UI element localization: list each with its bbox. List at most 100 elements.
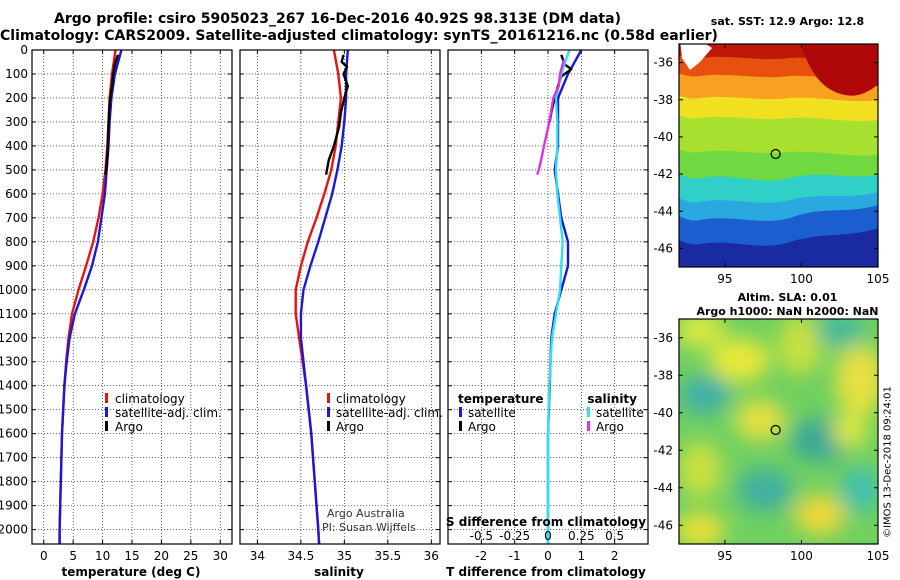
depth-tick-label: 500 xyxy=(5,163,28,177)
series-line-argo xyxy=(324,54,349,175)
legend-swatch-argo xyxy=(105,421,108,431)
sla-map-frame xyxy=(678,318,879,545)
map-y-tick-label: -38 xyxy=(653,368,673,382)
x-tick-label: 15 xyxy=(124,549,139,563)
x-tick-label: 25 xyxy=(183,549,198,563)
legend-label-s-argo: Argo xyxy=(596,420,624,434)
series-line-argo xyxy=(104,54,120,175)
legend-swatch-climatology xyxy=(327,393,330,403)
legend-swatch-satellite xyxy=(327,407,330,417)
series-line-satellite-adj-clim- xyxy=(58,50,123,544)
map-x-tick-label: 105 xyxy=(867,549,890,563)
s-diff-tick-label: -0.5 xyxy=(470,529,493,543)
depth-tick-label: 1400 xyxy=(0,379,28,393)
x-tick-label: 10 xyxy=(95,549,110,563)
s-diff-tick-label: -0.25 xyxy=(499,529,530,543)
series-line-satellite-adj-clim- xyxy=(299,50,349,544)
depth-tick-label: 800 xyxy=(5,235,28,249)
x-tick-label: 20 xyxy=(154,549,169,563)
t-difference-x-tick-labels: -2 -1 0 1 2 xyxy=(475,549,618,563)
sst-map-title: sat. SST: 12.9 Argo: 12.8 xyxy=(710,15,865,28)
credit-line1: Argo Australia xyxy=(327,507,405,520)
s-difference-xlabel: S difference from climatology xyxy=(446,515,646,529)
legend-label-argo: Argo xyxy=(336,420,364,434)
argo-position-marker xyxy=(770,148,781,160)
sst-map: 95 100 105 -36 -38 -40 -42 -44 -46 xyxy=(653,43,890,286)
depth-tick-labels: 0 100 200 300 400 500 600 700 800 900 1000 1100 1200… xyxy=(0,43,28,537)
legend-label-satellite: satellite-adj. clim. xyxy=(115,406,222,420)
legend-swatch-t-satellite xyxy=(459,407,462,417)
salinity-legend: climatology satellite-adj. clim. Argo xyxy=(327,392,443,434)
depth-tick-label: 1000 xyxy=(0,283,28,297)
map-x-tick-label: 105 xyxy=(867,272,890,286)
argo-h-title: Argo h1000: NaN h2000: NaN xyxy=(696,305,879,318)
temperature-frame xyxy=(31,49,233,545)
credit-line2: PI: Susan Wijffels xyxy=(322,521,416,534)
depth-tick-label: 1500 xyxy=(0,403,28,417)
series-line-s-satellite xyxy=(546,50,571,544)
difference-legend: temperature salinity satellite Argo sate… xyxy=(458,392,644,434)
salinity-grid xyxy=(240,49,440,544)
s-diff-tick-label: 0 xyxy=(544,529,552,543)
salinity-xlabel: salinity xyxy=(314,565,364,579)
depth-tick-label: 1700 xyxy=(0,451,28,465)
s-diff-tick-label: 0.25 xyxy=(568,529,595,543)
x-tick-label: 30 xyxy=(213,549,228,563)
depth-tick-label: 700 xyxy=(5,211,28,225)
difference-frame xyxy=(447,49,649,545)
t-difference-xlabel: T difference from climatology xyxy=(446,565,646,579)
legend-label-argo: Argo xyxy=(115,420,143,434)
s-difference-x-tick-labels: -0.5 -0.25 0 0.25 0.5 xyxy=(470,529,625,543)
legend-swatch-climatology xyxy=(105,393,108,403)
x-tick-label: 35.5 xyxy=(374,549,401,563)
depth-tick-label: 1900 xyxy=(0,499,28,513)
series-line-t-argo xyxy=(548,54,573,123)
sla-map-title: Altim. SLA: 0.01 xyxy=(737,291,838,304)
map-y-tick-label: -46 xyxy=(653,241,673,255)
salinity-series-group xyxy=(294,50,349,544)
salinity-panel: 34 34.5 35 35.5 36 salinity climatology sate… xyxy=(239,49,443,579)
legend-label-satellite: satellite-adj. clim. xyxy=(336,406,443,420)
depth-tick-label: 2000 xyxy=(0,523,28,537)
depth-tick-label: 1200 xyxy=(0,331,28,345)
temperature-legend: climatology satellite-adj. clim. Argo xyxy=(105,392,222,434)
map-y-tick-label: -40 xyxy=(653,130,673,144)
difference-grid xyxy=(448,49,648,544)
map-y-tick-label: -44 xyxy=(653,481,673,495)
temperature-x-tick-labels: 0 5 10 15 20 25 30 xyxy=(40,549,228,563)
map-y-tick-label: -42 xyxy=(653,443,673,457)
difference-series-group xyxy=(536,50,583,544)
sla-map-ticks: 95 100 105 -36 -38 -40 -42 -44 -46 xyxy=(653,319,889,563)
sst-map-frame xyxy=(678,43,879,268)
map-y-tick-label: -40 xyxy=(653,406,673,420)
legend-swatch-argo xyxy=(327,421,330,431)
temperature-grid xyxy=(32,49,232,544)
x-tick-label: -2 xyxy=(475,549,487,563)
sla-color-field xyxy=(679,319,878,544)
x-tick-label: 0 xyxy=(40,549,48,563)
x-tick-label: -1 xyxy=(509,549,521,563)
map-y-tick-label: -42 xyxy=(653,167,673,181)
depth-tick-label: 1100 xyxy=(0,307,28,321)
map-y-tick-label: -36 xyxy=(653,56,673,70)
map-x-tick-label: 95 xyxy=(717,549,732,563)
x-tick-label: 1 xyxy=(578,549,586,563)
depth-tick-label: 200 xyxy=(5,91,28,105)
depth-tick-label: 900 xyxy=(5,259,28,273)
x-tick-label: 34 xyxy=(250,549,265,563)
x-tick-label: 5 xyxy=(69,549,77,563)
salinity-x-tick-labels: 34 34.5 35 35.5 36 xyxy=(250,549,439,563)
figure-title-line1: Argo profile: csiro 5905023_267 16-Dec-2… xyxy=(54,11,621,27)
legend-swatch-s-satellite xyxy=(587,407,590,417)
depth-tick-label: 0 xyxy=(20,43,28,57)
depth-tick-label: 400 xyxy=(5,139,28,153)
x-tick-label: 36 xyxy=(424,549,439,563)
depth-tick-label: 100 xyxy=(5,67,28,81)
argo-position-marker xyxy=(770,424,781,436)
depth-tick-label: 1800 xyxy=(0,475,28,489)
series-line-climatology xyxy=(58,50,117,544)
x-tick-label: 2 xyxy=(611,549,619,563)
sst-color-field xyxy=(679,44,878,267)
map-x-tick-label: 100 xyxy=(790,272,813,286)
